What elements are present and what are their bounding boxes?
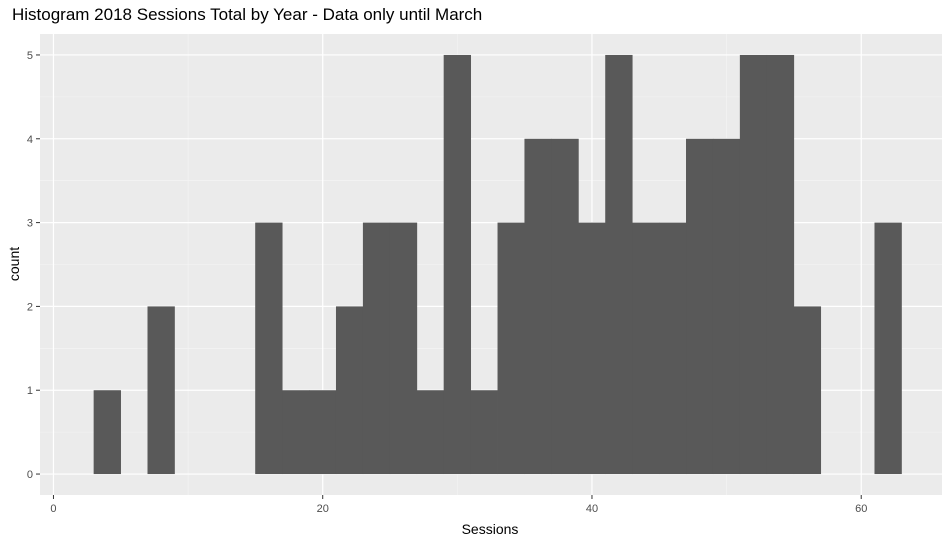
x-axis-title: Sessions — [462, 521, 519, 537]
histogram-bar — [416, 390, 445, 475]
histogram-bar — [874, 222, 902, 475]
x-tick-label: 60 — [855, 503, 867, 515]
histogram-bar — [551, 138, 579, 475]
y-tick-label: 4 — [27, 134, 33, 146]
x-tick-label: 20 — [317, 503, 329, 515]
histogram-bar — [739, 54, 768, 475]
y-axis-title: count — [6, 247, 22, 281]
x-tick-label: 40 — [586, 503, 598, 515]
histogram-bar — [605, 54, 633, 475]
histogram-bars — [93, 54, 902, 475]
histogram-bar — [309, 390, 337, 475]
histogram-bar — [524, 138, 552, 475]
histogram-bar — [282, 390, 310, 475]
y-tick-label: 5 — [27, 50, 33, 62]
y-tick-label: 2 — [27, 301, 33, 313]
histogram-bar — [766, 54, 795, 475]
histogram-bar — [362, 222, 391, 475]
y-tick-label: 0 — [27, 469, 33, 481]
histogram-bar — [93, 390, 121, 475]
histogram-bar — [389, 222, 418, 475]
x-axis: 0 20 40 60 — [50, 495, 867, 515]
x-tick-label: 0 — [50, 503, 56, 515]
histogram-bar — [443, 54, 472, 475]
histogram-bar — [335, 306, 364, 475]
histogram-bar — [659, 222, 687, 475]
histogram-bar — [470, 390, 498, 475]
y-axis: 0 1 2 3 4 5 — [27, 50, 40, 481]
y-tick-label: 3 — [27, 218, 33, 230]
chart-title: Histogram 2018 Sessions Total by Year - … — [12, 5, 483, 24]
histogram-bar — [255, 222, 283, 475]
histogram-bar — [497, 222, 525, 475]
histogram-bar — [147, 306, 175, 475]
y-tick-label: 1 — [27, 385, 33, 397]
histogram-bar — [578, 222, 606, 475]
histogram-bar — [712, 138, 741, 475]
histogram-bar — [632, 222, 660, 475]
histogram-bar — [686, 138, 714, 475]
histogram-bar — [793, 306, 822, 475]
